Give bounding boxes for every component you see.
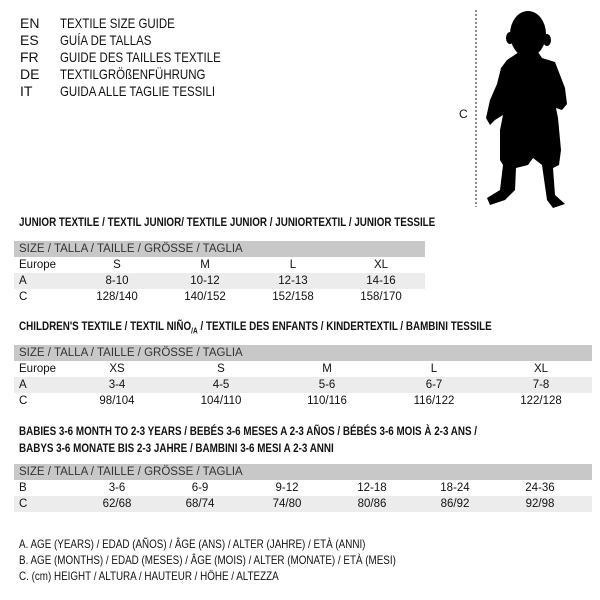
junior-size-table: SIZE / TALLA / TAILLE / GRÖSSE / TAGLIA … — [14, 241, 425, 305]
height-measure-label: C — [459, 107, 468, 121]
lang-title: GUÍA DE TALLAS — [60, 32, 152, 48]
legend-c: C. (cm) HEIGHT / ALTURA / HAUTEUR / HÖHE… — [19, 569, 279, 583]
lang-code: DE — [20, 66, 40, 82]
legend-a: A. AGE (YEARS) / EDAD (AÑOS) / ÂGE (ANS)… — [19, 537, 366, 551]
children-size-table: SIZE / TALLA / TAILLE / GRÖSSE / TAGLIA … — [14, 345, 592, 409]
table-row: C 98/104 104/110 110/116 116/122 122/128 — [19, 395, 562, 407]
lang-code: FR — [20, 49, 39, 65]
table-row: Europe S M L XL — [19, 259, 389, 271]
babies-section-title-line1: BABIES 3-6 MONTH TO 2-3 YEARS / BEBÉS 3-… — [19, 424, 478, 438]
table-header: SIZE / TALLA / TAILLE / GRÖSSE / TAGLIA — [14, 464, 592, 480]
table-row: A 3-4 4-5 5-6 6-7 7-8 — [14, 377, 592, 393]
table-row: B 3-6 6-9 9-12 12-18 18-24 24-36 — [19, 482, 555, 494]
babies-section-title-line2: BABYS 3-6 MONATE BIS 2-3 JAHRE / BAMBINI… — [19, 441, 334, 455]
legend-b: B. AGE (MONTHS) / EDAD (MESES) / ÂGE (MO… — [19, 553, 396, 567]
lang-code: ES — [20, 32, 39, 48]
table-row: Europe XS S M L XL — [19, 363, 549, 375]
table-row: C 128/140 140/152 152/158 158/170 — [19, 291, 402, 303]
lang-code: EN — [20, 15, 40, 31]
lang-title: GUIDA ALLE TAGLIE TESSILI — [60, 83, 216, 99]
table-row: C 62/68 68/74 74/80 80/86 86/92 92/98 — [14, 496, 592, 512]
table-header: SIZE / TALLA / TAILLE / GRÖSSE / TAGLIA — [14, 345, 592, 361]
lang-title: GUIDE DES TAILLES TEXTILE — [60, 49, 221, 65]
lang-title: TEXTILGRÖßENFÜHRUNG — [60, 66, 206, 82]
children-section-title: CHILDREN'S TEXTILE / TEXTIL NIÑO/A / TEX… — [19, 319, 492, 336]
table-row: A 8-10 10-12 12-13 14-16 — [14, 273, 425, 289]
table-header: SIZE / TALLA / TAILLE / GRÖSSE / TAGLIA — [14, 241, 425, 257]
child-silhouette-icon — [475, 10, 567, 208]
babies-size-table: SIZE / TALLA / TAILLE / GRÖSSE / TAGLIA … — [14, 464, 592, 512]
junior-section-title: JUNIOR TEXTILE / TEXTIL JUNIOR/ TEXTILE … — [19, 215, 436, 229]
lang-code: IT — [20, 83, 33, 99]
lang-title: TEXTILE SIZE GUIDE — [60, 15, 175, 31]
